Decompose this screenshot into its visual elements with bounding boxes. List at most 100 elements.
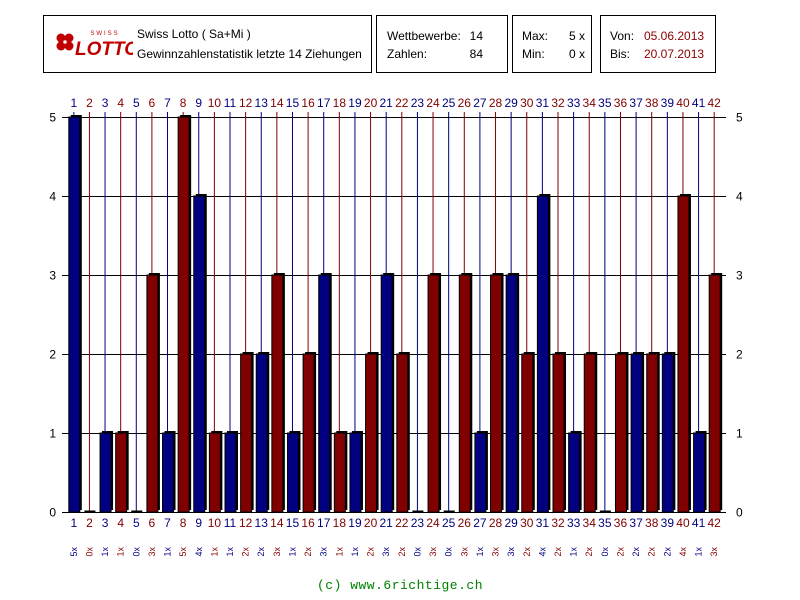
bar	[365, 352, 379, 513]
x-tick-label-bottom: 16	[301, 516, 315, 530]
value-label: 2x	[584, 547, 594, 557]
value-label: 2x	[241, 547, 251, 557]
bar	[84, 510, 96, 513]
x-tick-label-bottom: 25	[442, 516, 456, 530]
bar	[115, 431, 129, 513]
copyright-footer: (c) www.6richtige.ch	[316, 578, 484, 593]
value-label: 3x	[709, 547, 719, 557]
x-tick-label-bottom: 12	[239, 516, 253, 530]
value-label: 3x	[381, 547, 391, 557]
x-tick-label-bottom: 17	[317, 516, 331, 530]
value-label: 1x	[334, 547, 344, 557]
x-tick-label-bottom: 10	[208, 516, 222, 530]
value-label: 1x	[350, 547, 360, 557]
bar	[255, 352, 270, 513]
y-tick-label-left: 3	[49, 269, 56, 283]
bar	[693, 431, 707, 513]
x-tick-label-top: 40	[676, 96, 690, 110]
value-label: 1x	[694, 547, 704, 557]
max-label: Max:	[522, 29, 549, 43]
value-label: 3x	[491, 547, 501, 557]
x-tick-label-bottom: 1	[70, 516, 77, 530]
x-tick-label-top: 33	[567, 96, 581, 110]
x-tick-label-bottom: 33	[567, 516, 581, 530]
y-tick-label-right: 3	[736, 269, 743, 283]
value-label: 4x	[537, 547, 547, 557]
x-tick-label-bottom: 13	[255, 516, 269, 530]
value-label: 2x	[662, 547, 672, 557]
x-tick-label-bottom: 8	[180, 516, 187, 530]
x-tick-label-top: 25	[442, 96, 456, 110]
bar	[599, 510, 611, 513]
value-label: 3x	[459, 547, 469, 557]
x-tick-label-top: 29	[504, 96, 518, 110]
x-tick-label-top: 4	[117, 96, 124, 110]
x-tick-label-top: 9	[195, 96, 202, 110]
x-tick-label-top: 3	[102, 96, 109, 110]
x-tick-label-top: 27	[473, 96, 487, 110]
x-tick-label-top: 16	[301, 96, 315, 110]
x-tick-label-bottom: 23	[411, 516, 425, 530]
x-tick-label-top: 23	[411, 96, 425, 110]
bis-value: 20.07.2013	[644, 47, 705, 61]
value-label: 2x	[303, 547, 313, 557]
bar	[224, 431, 238, 513]
x-tick-label-bottom: 7	[164, 516, 171, 530]
x-tick-label-bottom: 24	[426, 516, 440, 530]
x-tick-label-top: 8	[180, 96, 187, 110]
x-tick-label-top: 38	[645, 96, 659, 110]
counts-panel: Wettbewerbe: 14 Zahlen: 84	[376, 15, 508, 73]
x-tick-label-top: 15	[286, 96, 300, 110]
svg-text:SWISS: SWISS	[90, 31, 119, 37]
bar	[458, 273, 473, 513]
value-label: 0x	[131, 547, 141, 557]
value-label: 0x	[412, 547, 422, 557]
x-tick-label-top: 1	[70, 96, 77, 110]
bar	[490, 273, 504, 513]
value-label: 1x	[116, 547, 126, 557]
value-label: 3x	[319, 547, 329, 557]
x-tick-label-top: 20	[364, 96, 378, 110]
x-tick-label-top: 11	[224, 96, 237, 110]
von-label: Von:	[610, 29, 635, 43]
x-tick-label-top: 17	[317, 96, 331, 110]
value-label: 4x	[194, 547, 204, 557]
chart-subtitle: Gewinnzahlenstatistik letzte 14 Ziehunge…	[137, 47, 362, 61]
x-tick-label-bottom: 38	[645, 516, 659, 530]
value-label: 1x	[100, 547, 110, 557]
x-tick-label-bottom: 19	[348, 516, 362, 530]
bar	[333, 431, 348, 513]
min-label: Min:	[522, 47, 545, 61]
bar	[708, 273, 723, 513]
bar	[614, 352, 629, 513]
y-tick-label-left: 4	[49, 190, 56, 204]
x-tick-label-bottom: 28	[489, 516, 503, 530]
y-tick-label-right: 4	[736, 190, 743, 204]
x-tick-label-bottom: 40	[676, 516, 690, 530]
x-tick-label-bottom: 29	[504, 516, 518, 530]
x-tick-label-top: 14	[270, 96, 284, 110]
x-tick-label-bottom: 15	[286, 516, 300, 530]
x-tick-label-top: 6	[149, 96, 156, 110]
x-tick-label-bottom: 2	[86, 516, 93, 530]
x-tick-label-top: 37	[629, 96, 643, 110]
x-tick-label-bottom: 36	[614, 516, 628, 530]
y-tick-label-right: 5	[736, 111, 743, 125]
wettbewerbe-label: Wettbewerbe:	[387, 29, 461, 43]
value-label: 5x	[69, 547, 79, 557]
y-tick-label-right: 1	[736, 427, 743, 441]
bar	[68, 115, 82, 513]
x-tick-label-top: 30	[520, 96, 534, 110]
wettbewerbe-value: 14	[469, 29, 483, 43]
max-value: 5 x	[568, 29, 585, 43]
x-tick-label-top: 35	[598, 96, 612, 110]
x-tick-label-top: 32	[551, 96, 565, 110]
value-label: 1x	[209, 547, 219, 557]
minmax-panel: Max: 5 x Min: 0 x	[512, 15, 592, 73]
x-tick-label-top: 39	[661, 96, 675, 110]
x-tick-label-bottom: 37	[629, 516, 643, 530]
value-label: 4x	[678, 547, 688, 557]
y-tick-label-left: 2	[49, 348, 56, 362]
value-label: 2x	[631, 547, 641, 557]
